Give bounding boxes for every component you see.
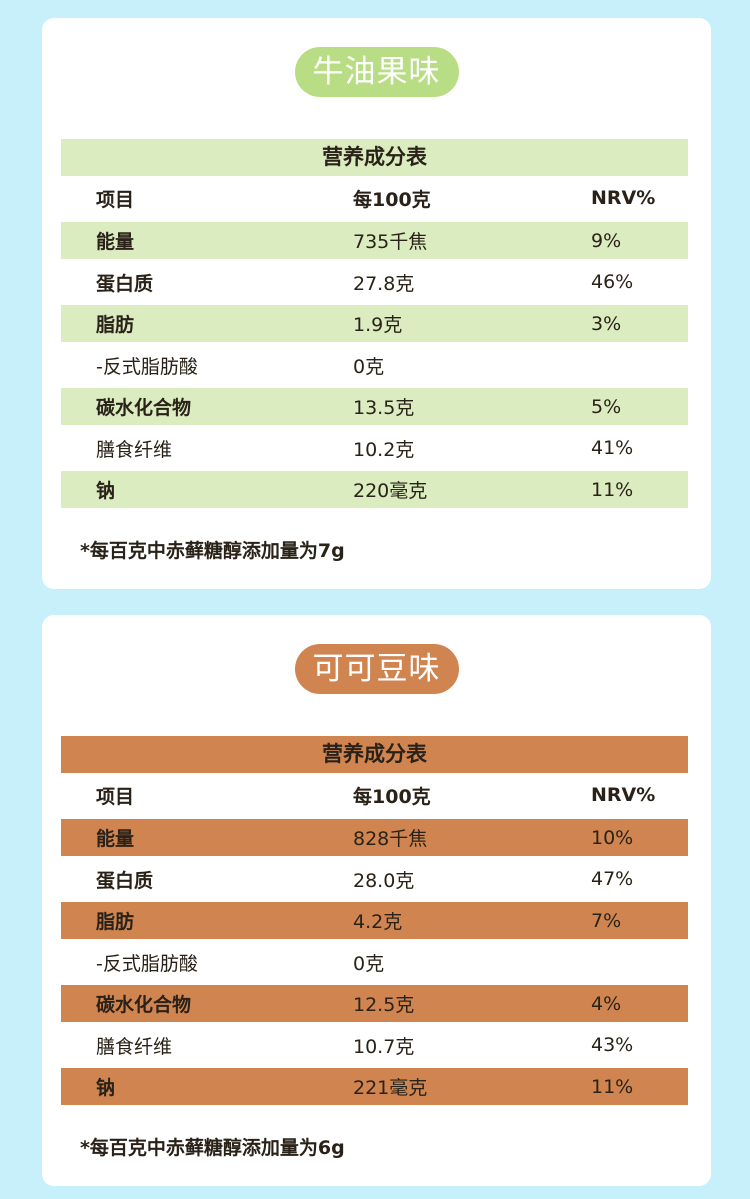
row-item: 膳食纤维: [96, 438, 173, 461]
row-item: 膳食纤维: [96, 1035, 173, 1058]
row-item: -反式脂肪酸: [96, 355, 198, 378]
row-nrv: 47%: [591, 868, 634, 890]
row-item: 蛋白质: [96, 272, 154, 295]
row-per100: 10.2克: [353, 438, 415, 461]
row-nrv: 5%: [591, 395, 622, 418]
table-row: 膳食纤维 10.2克 41%: [61, 427, 688, 469]
row-nrv: 4%: [591, 992, 622, 1015]
row-nrv: 9%: [591, 229, 622, 252]
flavor-badge: 牛油果味: [294, 47, 459, 97]
header-nrv: NRV%: [591, 187, 656, 209]
table-row: 脂肪 1.9克 3%: [61, 305, 688, 342]
row-nrv: 46%: [591, 271, 634, 293]
row-per100: 0克: [353, 355, 385, 378]
row-item: 能量: [96, 828, 135, 850]
header-per100: 每100克: [353, 785, 431, 808]
header-item: 项目: [96, 785, 135, 808]
row-per100: 828千焦: [353, 828, 428, 850]
header-nrv: NRV%: [591, 784, 656, 806]
row-per100: 4.2克: [353, 911, 403, 933]
row-item: 碳水化合物: [96, 397, 192, 419]
row-per100: 12.5克: [353, 994, 415, 1016]
row-item: 碳水化合物: [96, 994, 192, 1016]
row-item: 脂肪: [96, 911, 135, 933]
row-per100: 10.7克: [353, 1035, 415, 1058]
table-row: 膳食纤维 10.7克 43%: [61, 1024, 688, 1066]
table-row: 能量 735千焦 9%: [61, 222, 688, 259]
row-per100: 221毫克: [353, 1077, 428, 1099]
row-per100: 220毫克: [353, 480, 428, 502]
erythritol-note: *每百克中赤藓糖醇添加量为6g: [80, 1137, 345, 1159]
nutrition-table: 营养成分表 项目 每100克 NRV% 能量 735千焦 9% 蛋白质 27.8…: [61, 139, 688, 508]
table-row: 蛋白质 27.8克 46%: [61, 261, 688, 303]
nutrition-table: 营养成分表 项目 每100克 NRV% 能量 828千焦 10% 蛋白质 28.…: [61, 736, 688, 1105]
row-per100: 1.9克: [353, 314, 403, 336]
nutrition-card-cocoa: 可可豆味 营养成分表 项目 每100克 NRV% 能量 828千焦 10% 蛋白…: [42, 615, 711, 1186]
table-row: 钠 221毫克 11%: [61, 1068, 688, 1105]
row-nrv: 43%: [591, 1034, 634, 1056]
nutrition-card-avocado: 牛油果味 营养成分表 项目 每100克 NRV% 能量 735千焦 9% 蛋白质…: [42, 18, 711, 589]
row-item: 脂肪: [96, 314, 135, 336]
table-row: 脂肪 4.2克 7%: [61, 902, 688, 939]
table-row: 碳水化合物 13.5克 5%: [61, 388, 688, 425]
row-item: 蛋白质: [96, 869, 154, 892]
erythritol-note: *每百克中赤藓糖醇添加量为7g: [80, 540, 345, 562]
row-per100: 0克: [353, 952, 385, 975]
header-item: 项目: [96, 188, 135, 211]
table-header-row: 项目 每100克 NRV%: [61, 176, 688, 220]
table-row: 钠 220毫克 11%: [61, 471, 688, 508]
row-nrv: 7%: [591, 909, 622, 932]
row-item: 钠: [96, 1077, 116, 1099]
row-per100: 735千焦: [353, 231, 428, 253]
table-row: 碳水化合物 12.5克 4%: [61, 985, 688, 1022]
header-per100: 每100克: [353, 188, 431, 211]
row-nrv: 11%: [591, 1075, 634, 1098]
row-per100: 27.8克: [353, 272, 415, 295]
row-nrv: 11%: [591, 478, 634, 501]
table-title: 营养成分表: [61, 139, 688, 176]
table-header-row: 项目 每100克 NRV%: [61, 773, 688, 817]
table-row: -反式脂肪酸 0克: [61, 344, 688, 386]
table-row: 蛋白质 28.0克 47%: [61, 858, 688, 900]
row-per100: 13.5克: [353, 397, 415, 419]
row-item: 能量: [96, 231, 135, 253]
table-row: -反式脂肪酸 0克: [61, 941, 688, 983]
row-nrv: 3%: [591, 312, 622, 335]
table-title: 营养成分表: [61, 736, 688, 773]
row-nrv: 10%: [591, 826, 634, 849]
table-row: 能量 828千焦 10%: [61, 819, 688, 856]
row-per100: 28.0克: [353, 869, 415, 892]
row-nrv: 41%: [591, 437, 634, 459]
row-item: -反式脂肪酸: [96, 952, 198, 975]
flavor-badge: 可可豆味: [294, 644, 459, 694]
row-item: 钠: [96, 480, 116, 502]
